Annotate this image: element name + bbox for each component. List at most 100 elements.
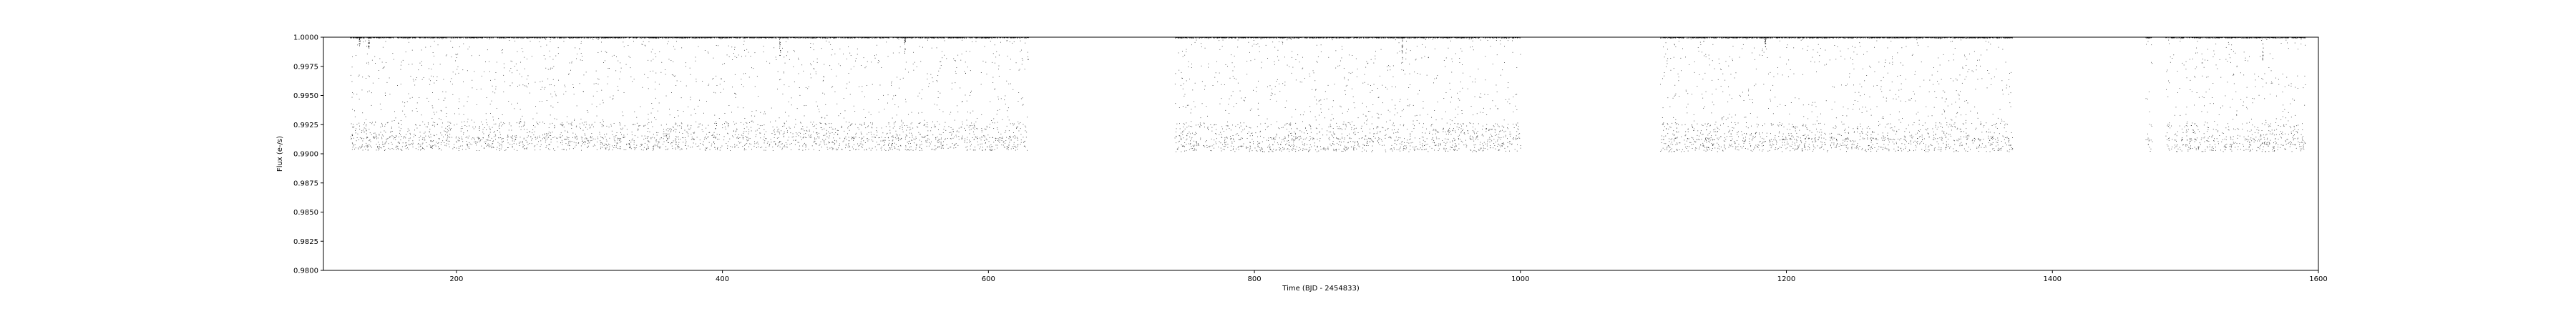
data-point (746, 37, 748, 39)
data-point (600, 51, 602, 52)
data-point (635, 37, 637, 39)
data-point (1013, 147, 1014, 149)
data-point (769, 62, 771, 64)
data-point (443, 79, 444, 80)
data-point (469, 37, 470, 39)
data-point (425, 46, 426, 48)
data-point (537, 37, 539, 39)
data-point (595, 70, 597, 72)
data-point (665, 74, 666, 75)
data-point (623, 134, 625, 136)
data-point (369, 122, 371, 123)
data-point (970, 37, 972, 39)
data-point (774, 134, 775, 135)
data-point (489, 140, 491, 141)
data-point (1016, 137, 1018, 138)
data-point (745, 37, 746, 38)
data-point (880, 140, 882, 142)
data-point (671, 74, 673, 75)
data-point (817, 105, 818, 107)
data-point (716, 123, 717, 124)
data-point (537, 137, 538, 139)
data-point (904, 37, 906, 39)
data-point (409, 37, 411, 39)
data-point (680, 37, 681, 39)
data-point (527, 144, 529, 145)
data-point (600, 148, 601, 149)
data-point (901, 137, 902, 139)
data-point (1013, 146, 1015, 147)
data-point (363, 38, 364, 39)
data-point (726, 122, 728, 124)
data-point (486, 129, 487, 130)
data-point (809, 37, 811, 39)
data-point (675, 122, 676, 124)
data-point (355, 130, 356, 131)
data-point (590, 37, 591, 39)
data-point (583, 124, 585, 126)
data-point (681, 47, 683, 49)
data-point (970, 70, 971, 72)
data-point (948, 37, 950, 39)
data-point (730, 150, 731, 151)
data-point (937, 75, 939, 76)
data-point (833, 137, 834, 139)
data-point (919, 92, 920, 94)
data-point (415, 79, 416, 81)
data-point (524, 145, 525, 146)
data-point (1278, 127, 1279, 129)
data-point (1015, 37, 1016, 39)
data-point (718, 37, 720, 39)
data-point (914, 37, 916, 39)
data-point (814, 37, 815, 39)
data-point (848, 46, 849, 47)
data-point (830, 37, 831, 39)
data-point (900, 138, 902, 139)
data-point (991, 37, 992, 39)
data-point (552, 122, 553, 124)
data-point (1493, 143, 1495, 144)
data-point (829, 142, 830, 143)
data-point (396, 136, 397, 137)
data-point (952, 131, 954, 132)
data-point (492, 141, 494, 142)
data-point (514, 139, 516, 140)
data-point (736, 122, 737, 124)
data-point (1000, 98, 1002, 99)
data-point (810, 137, 811, 138)
data-point (1004, 99, 1005, 101)
data-point (786, 132, 788, 133)
data-point (1005, 130, 1007, 132)
data-point (351, 97, 353, 98)
data-point (809, 129, 810, 131)
data-point (457, 139, 459, 141)
data-point (636, 37, 638, 39)
data-point (369, 37, 370, 38)
data-point (702, 81, 703, 82)
data-point (527, 75, 529, 77)
data-point (653, 37, 654, 39)
data-point (499, 37, 501, 39)
data-point (892, 140, 893, 142)
data-point (660, 72, 662, 73)
data-point (414, 37, 416, 39)
data-point (1443, 142, 1445, 143)
data-point (723, 139, 725, 141)
data-point (655, 139, 657, 141)
data-point (576, 37, 577, 39)
data-point (1224, 137, 1226, 139)
data-point (965, 72, 966, 74)
data-point (892, 37, 894, 39)
data-point (1020, 128, 1021, 129)
data-point (743, 149, 745, 151)
data-point (379, 144, 380, 145)
data-point (950, 37, 951, 39)
data-point (805, 149, 806, 150)
data-point (708, 142, 710, 143)
data-point (962, 37, 964, 38)
data-point (701, 37, 703, 39)
data-point (942, 144, 944, 146)
data-point (502, 114, 503, 115)
data-point (812, 126, 814, 127)
data-point (396, 145, 397, 147)
